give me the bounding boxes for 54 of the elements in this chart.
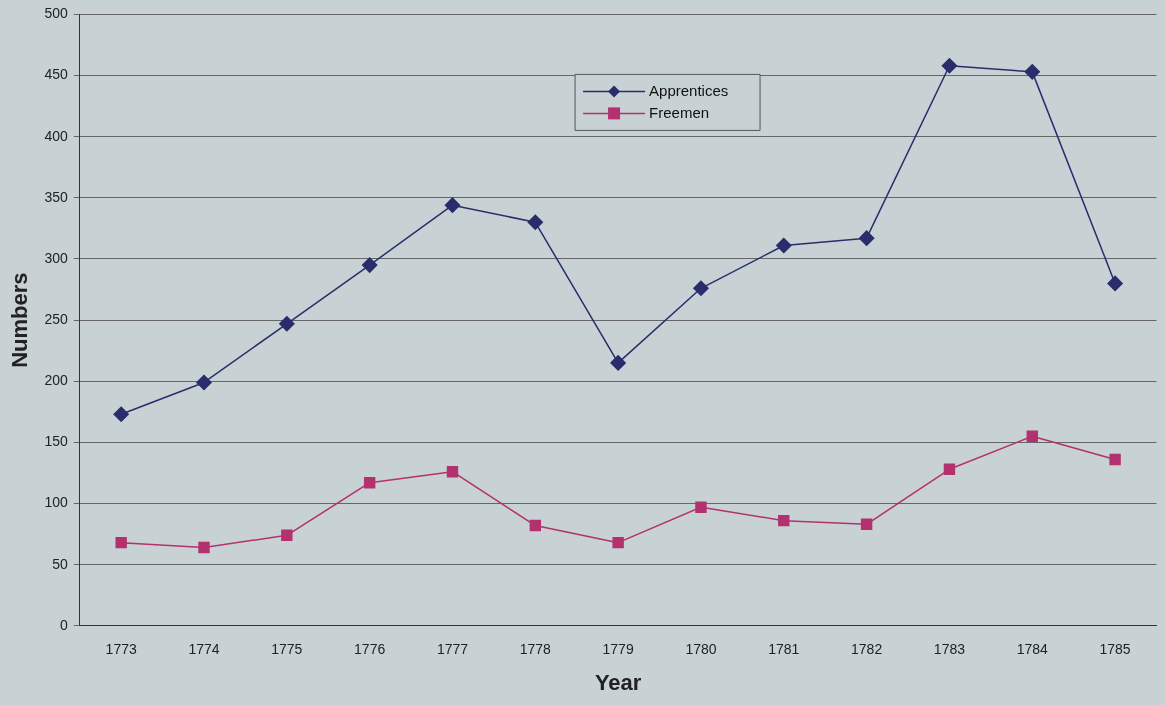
legend-label: Freemen [649,103,710,121]
point [279,316,295,332]
x-tick-label: 1776 [354,641,386,658]
point [363,477,376,489]
point [527,214,544,231]
y-tick-label: 400 [44,127,68,144]
x-tick-label: 1784 [1016,641,1049,658]
point [115,536,127,549]
point [281,529,293,542]
x-tick-label: 1781 [768,641,800,658]
x-tick-label: 1774 [188,641,220,658]
point [1026,430,1038,442]
point [610,355,626,371]
point [1024,64,1041,80]
x-tick-label: 1783 [933,641,966,658]
y-tick-label: 300 [44,249,68,266]
x-axis-title: Year [594,669,642,695]
point [860,518,873,531]
point [695,501,707,513]
x-tick-label: 1785 [1099,641,1131,658]
point [778,514,790,527]
point [941,58,958,74]
y-axis-title: Numbers [7,272,33,368]
x-tick-label: 1778 [519,641,552,658]
y-tick-label: 200 [44,372,68,389]
point [693,280,709,297]
point [529,519,541,532]
y-tick-label: 350 [44,188,68,205]
y-tick-label: 250 [44,310,68,327]
point [1107,275,1123,292]
y-tick-label: 150 [44,433,68,450]
point [446,466,459,478]
y-tick-label: 50 [52,555,68,572]
x-tick-label: 1777 [436,641,469,658]
point [1109,453,1121,466]
y-tick-label: 500 [44,5,68,22]
y-tick-label: 450 [44,66,68,83]
y-tick-label: 0 [59,616,68,633]
point [943,463,956,475]
x-tick-label: 1779 [602,641,634,658]
point [113,406,129,423]
point [444,197,461,213]
point [776,237,792,254]
point [361,257,378,273]
point [612,536,624,549]
x-tick-label: 1782 [851,641,883,658]
x-tick-label: 1773 [105,641,137,658]
point [198,541,210,554]
point [858,230,875,246]
x-tick-label: 1775 [271,641,303,658]
x-tick-label: 1780 [685,641,717,658]
y-tick-label: 100 [44,494,68,511]
point [196,374,212,391]
legend-label: Apprentices [649,81,729,99]
